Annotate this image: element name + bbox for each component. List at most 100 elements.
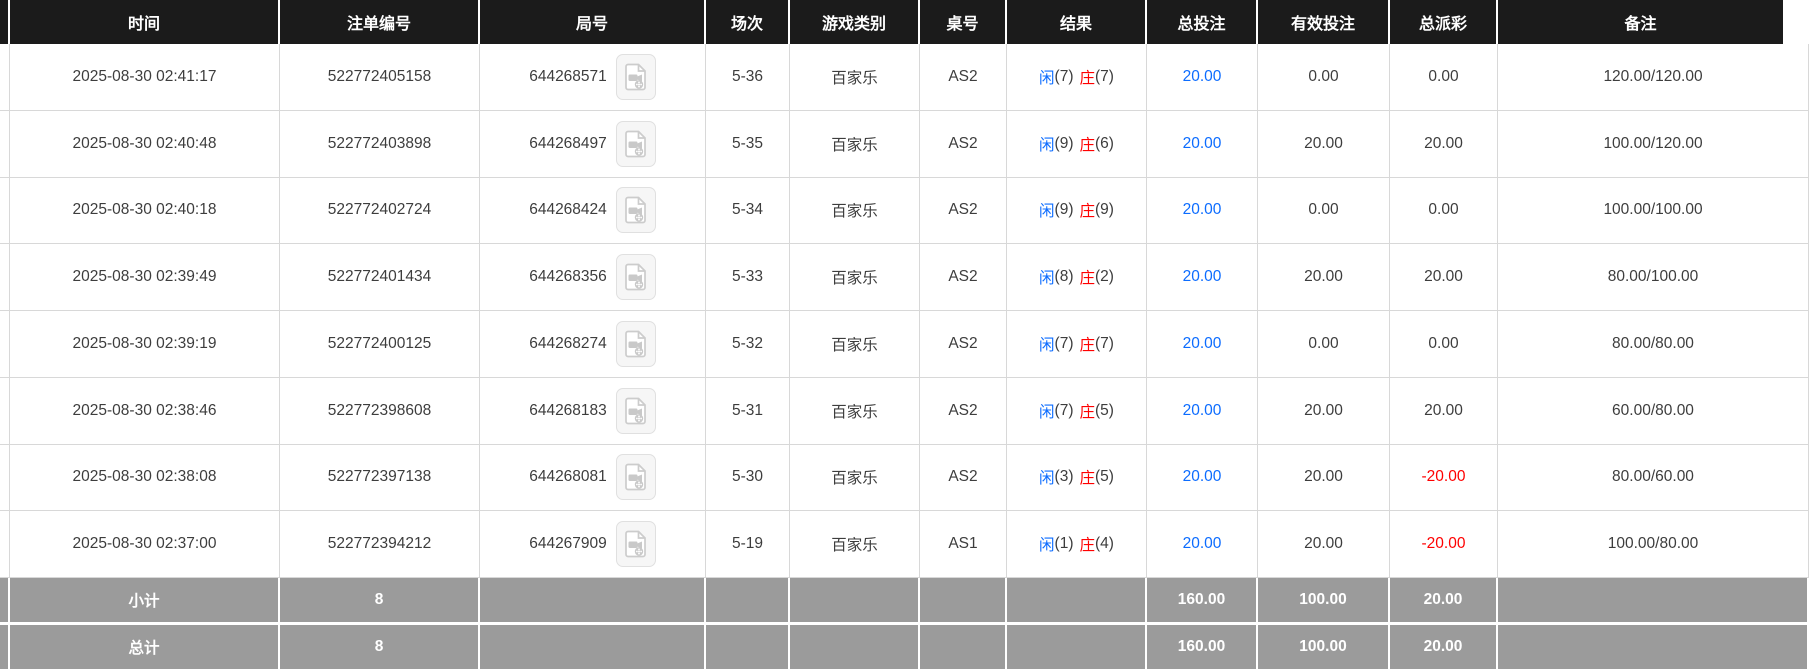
cell-table-no: AS2 [920, 177, 1007, 245]
video-file-icon [624, 397, 648, 425]
grand-total-left-spacer [0, 625, 10, 669]
total-bet-value: 20.00 [1182, 201, 1222, 219]
cell-valid-bet: 20.00 [1258, 377, 1390, 445]
valid-bet-value: 0.00 [1308, 201, 1339, 219]
header-session: 场次 [706, 0, 790, 44]
header-game-type: 游戏类别 [790, 0, 920, 44]
cell-result: 闲 (7) 庄 (7) [1007, 311, 1147, 378]
cell-table-no: AS2 [920, 444, 1007, 512]
player-score: (7) [1054, 334, 1074, 352]
video-replay-button[interactable] [615, 120, 656, 167]
cell-payout: -20.00 [1390, 511, 1498, 578]
bet-id-value: 522772401434 [327, 268, 432, 286]
cell-total-bet: 20.00 [1147, 311, 1258, 378]
session-value: 5-33 [731, 268, 764, 286]
total-bet-value: 20.00 [1182, 535, 1222, 553]
banker-score: (4) [1095, 535, 1114, 553]
cell-game-type: 百家乐 [790, 177, 920, 245]
subtotal-empty-game-type [790, 578, 920, 622]
game-id-value: 644268424 [529, 201, 607, 219]
time-value: 2025-08-30 02:39:19 [72, 334, 217, 352]
grand-total-empty-table-no [920, 625, 1007, 669]
video-replay-button[interactable] [615, 521, 656, 568]
cell-total-bet: 20.00 [1147, 511, 1258, 578]
banker-score: (7) [1095, 334, 1114, 352]
cell-session: 5-19 [706, 511, 790, 578]
game-type-value: 百家乐 [831, 470, 878, 488]
cell-valid-bet: 0.00 [1258, 311, 1390, 378]
cell-game-type: 百家乐 [790, 244, 920, 311]
video-replay-button[interactable] [615, 387, 656, 434]
bet-id-value: 522772405158 [327, 67, 432, 85]
banker-score: (6) [1095, 134, 1114, 152]
cell-bet-id: 522772405158 [280, 44, 480, 111]
total-bet-value: 20.00 [1182, 268, 1222, 286]
session-value: 5-19 [731, 535, 764, 553]
table-row: 2025-08-30 02:38:08 522772397138 6442680… [0, 444, 1809, 512]
grand-total-valid-bet: 100.00 [1258, 625, 1390, 669]
table-row: 2025-08-30 02:41:17 522772405158 6442685… [0, 44, 1809, 111]
cell-valid-bet: 20.00 [1258, 444, 1390, 512]
payout-value: 0.00 [1428, 201, 1459, 219]
cell-remark: 120.00/120.00 [1498, 44, 1809, 111]
bet-id-value: 522772394212 [327, 535, 432, 553]
time-value: 2025-08-30 02:40:18 [72, 201, 217, 219]
banker-score: (7) [1095, 67, 1114, 85]
video-replay-button[interactable] [615, 187, 656, 234]
time-value: 2025-08-30 02:40:48 [72, 134, 217, 152]
game-type-value: 百家乐 [831, 270, 878, 288]
cell-bet-id: 522772398608 [280, 377, 480, 445]
video-file-icon [624, 530, 648, 558]
session-value: 5-35 [731, 134, 764, 152]
video-replay-button[interactable] [615, 320, 656, 367]
cell-result: 闲 (1) 庄 (4) [1007, 511, 1147, 578]
game-id-value: 644268274 [529, 334, 607, 352]
total-bet-value: 20.00 [1182, 67, 1222, 85]
game-id-value: 644268571 [529, 67, 607, 85]
cell-table-no: AS2 [920, 110, 1007, 178]
video-replay-button[interactable] [615, 53, 656, 100]
valid-bet-value: 0.00 [1308, 334, 1339, 352]
remark-value: 100.00/100.00 [1603, 201, 1703, 219]
bet-id-value: 522772398608 [327, 401, 432, 419]
bet-id-value: 522772402724 [327, 201, 432, 219]
subtotal-empty-session [706, 578, 790, 622]
bet-id-value: 522772403898 [327, 134, 432, 152]
video-replay-button[interactable] [615, 454, 656, 501]
subtotal-empty-remark [1498, 578, 1809, 622]
cell-result: 闲 (9) 庄 (6) [1007, 110, 1147, 178]
cell-remark: 80.00/100.00 [1498, 244, 1809, 311]
payout-value: 0.00 [1428, 334, 1459, 352]
remark-value: 100.00/80.00 [1607, 535, 1699, 553]
game-id-value: 644268081 [529, 468, 607, 486]
header-payout: 总派彩 [1390, 0, 1498, 44]
cell-session: 5-36 [706, 44, 790, 111]
time-value: 2025-08-30 02:37:00 [72, 535, 217, 553]
game-type-value: 百家乐 [831, 203, 878, 221]
header-total-bet: 总投注 [1147, 0, 1258, 44]
cell-bet-id: 522772397138 [280, 444, 480, 512]
table-body: 2025-08-30 02:41:17 522772405158 6442685… [0, 44, 1809, 578]
cell-remark: 100.00/100.00 [1498, 177, 1809, 245]
time-value: 2025-08-30 02:39:49 [72, 268, 217, 286]
player-score: (3) [1054, 468, 1074, 486]
banker-score: (5) [1095, 401, 1114, 419]
cell-game-type: 百家乐 [790, 44, 920, 111]
session-value: 5-30 [731, 468, 764, 486]
cell-table-no: AS1 [920, 511, 1007, 578]
game-type-value: 百家乐 [831, 403, 878, 421]
session-value: 5-31 [731, 401, 764, 419]
cell-remark: 80.00/80.00 [1498, 311, 1809, 378]
cell-game-id: 644268356 [480, 244, 706, 311]
valid-bet-value: 20.00 [1304, 134, 1343, 152]
cell-result: 闲 (9) 庄 (9) [1007, 177, 1147, 245]
banker-label: 庄 [1079, 336, 1096, 354]
cell-total-bet: 20.00 [1147, 444, 1258, 512]
subtotal-left-spacer [0, 578, 10, 622]
cell-game-id: 644268424 [480, 177, 706, 245]
cell-remark: 60.00/80.00 [1498, 377, 1809, 445]
game-id-value: 644268356 [529, 268, 607, 286]
video-replay-button[interactable] [615, 254, 656, 301]
video-file-icon [624, 130, 648, 158]
cell-game-id: 644268183 [480, 377, 706, 445]
